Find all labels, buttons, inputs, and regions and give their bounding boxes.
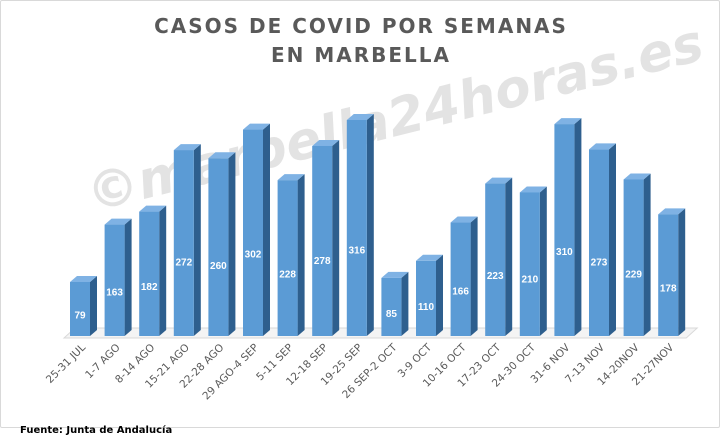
bar-top bbox=[589, 143, 616, 150]
bar-side bbox=[539, 186, 547, 336]
bar-front bbox=[381, 277, 402, 336]
bar: 79 bbox=[70, 276, 97, 336]
bar-front bbox=[277, 180, 298, 336]
bar-top bbox=[243, 123, 270, 130]
bar-side bbox=[470, 216, 478, 336]
bar-top bbox=[70, 276, 97, 282]
bar: 229 bbox=[623, 173, 651, 336]
bar-side bbox=[609, 143, 616, 336]
data-label: 182 bbox=[141, 282, 158, 293]
bar: 273 bbox=[589, 143, 616, 336]
x-tick-label: 25-31 JUL bbox=[44, 342, 88, 386]
bar-top bbox=[623, 173, 651, 180]
bar: 166 bbox=[450, 216, 478, 336]
bar-side bbox=[90, 276, 97, 336]
data-label: 310 bbox=[556, 247, 573, 258]
chart-title-line-1: CASOS DE COVID POR SEMANAS bbox=[154, 14, 568, 38]
data-label: 316 bbox=[348, 246, 365, 257]
bar-front bbox=[208, 158, 229, 336]
data-label: 166 bbox=[452, 287, 469, 298]
bar: 163 bbox=[104, 218, 132, 336]
bar-front bbox=[243, 129, 263, 336]
bar-top bbox=[104, 218, 132, 225]
bar-side bbox=[401, 271, 409, 336]
bar-side bbox=[332, 139, 340, 336]
bar-front bbox=[658, 214, 679, 336]
bar-side bbox=[159, 205, 167, 336]
bar-top bbox=[554, 118, 582, 125]
bar-top bbox=[658, 208, 686, 215]
bar: 272 bbox=[173, 144, 201, 336]
bar-top bbox=[173, 144, 201, 151]
bar-side bbox=[193, 144, 201, 336]
bar: 316 bbox=[346, 114, 374, 336]
bar: 302 bbox=[243, 123, 270, 337]
bar-side bbox=[228, 152, 236, 336]
bars-group: 79 163 182 272 260 302 228 278 316 85 110 166 223 210… bbox=[70, 114, 686, 337]
bar-top bbox=[312, 139, 340, 146]
bar-side bbox=[505, 177, 513, 336]
bar-top bbox=[485, 177, 513, 184]
bar-side bbox=[574, 118, 582, 337]
data-label: 273 bbox=[591, 257, 608, 268]
bar-side bbox=[436, 254, 443, 336]
bar-front bbox=[70, 282, 90, 336]
bar-side bbox=[643, 173, 651, 336]
bar-front bbox=[104, 224, 125, 336]
bar-top bbox=[381, 271, 409, 278]
bar-front bbox=[554, 124, 575, 337]
bar: 110 bbox=[416, 254, 443, 336]
bar: 260 bbox=[208, 152, 236, 336]
bar-top bbox=[450, 216, 478, 223]
bar: 178 bbox=[658, 208, 686, 336]
bar-top bbox=[519, 186, 547, 193]
bar-side bbox=[297, 174, 305, 336]
bar-top bbox=[416, 254, 443, 261]
data-label: 272 bbox=[175, 258, 192, 269]
bar-side bbox=[124, 218, 132, 336]
bar-side bbox=[366, 114, 374, 336]
bar: 182 bbox=[139, 205, 167, 336]
bar-front bbox=[450, 222, 471, 336]
bar-front bbox=[346, 120, 367, 336]
data-label: 260 bbox=[210, 261, 227, 272]
bar: 223 bbox=[485, 177, 513, 336]
bar: 228 bbox=[277, 174, 305, 336]
data-label: 110 bbox=[418, 302, 435, 313]
data-label: 223 bbox=[487, 271, 504, 282]
bar-side bbox=[678, 208, 686, 336]
bar-front bbox=[485, 183, 506, 336]
bar: 310 bbox=[554, 118, 582, 337]
data-label: 278 bbox=[314, 256, 331, 267]
bar-top bbox=[277, 174, 305, 181]
data-label: 178 bbox=[660, 283, 677, 294]
data-label: 229 bbox=[625, 269, 642, 280]
data-label: 302 bbox=[245, 249, 262, 260]
source-note: Fuente: Junta de Andalucía bbox=[20, 425, 173, 436]
bar-top bbox=[346, 114, 374, 120]
bar-front bbox=[312, 145, 333, 336]
bar-top bbox=[208, 152, 236, 159]
data-label: 79 bbox=[74, 310, 86, 321]
bar-top bbox=[139, 205, 167, 212]
bar: 278 bbox=[312, 139, 340, 336]
chart-frame bbox=[0, 0, 720, 428]
data-label: 228 bbox=[279, 270, 296, 281]
data-label: 85 bbox=[386, 309, 398, 320]
data-label: 210 bbox=[521, 275, 538, 286]
bar-front bbox=[416, 260, 436, 336]
bar-front bbox=[173, 150, 194, 336]
bar-side bbox=[263, 123, 270, 337]
data-label: 163 bbox=[106, 287, 123, 298]
bar: 210 bbox=[519, 186, 547, 336]
bar-front bbox=[589, 149, 609, 336]
bar: 85 bbox=[381, 271, 409, 336]
bar-front bbox=[519, 192, 540, 336]
chart-title: CASOS DE COVID POR SEMANAS EN MARBELLA bbox=[0, 12, 722, 70]
bar-front bbox=[623, 179, 644, 336]
bar-front bbox=[139, 211, 160, 336]
chart-title-line-2: EN MARBELLA bbox=[270, 43, 452, 67]
